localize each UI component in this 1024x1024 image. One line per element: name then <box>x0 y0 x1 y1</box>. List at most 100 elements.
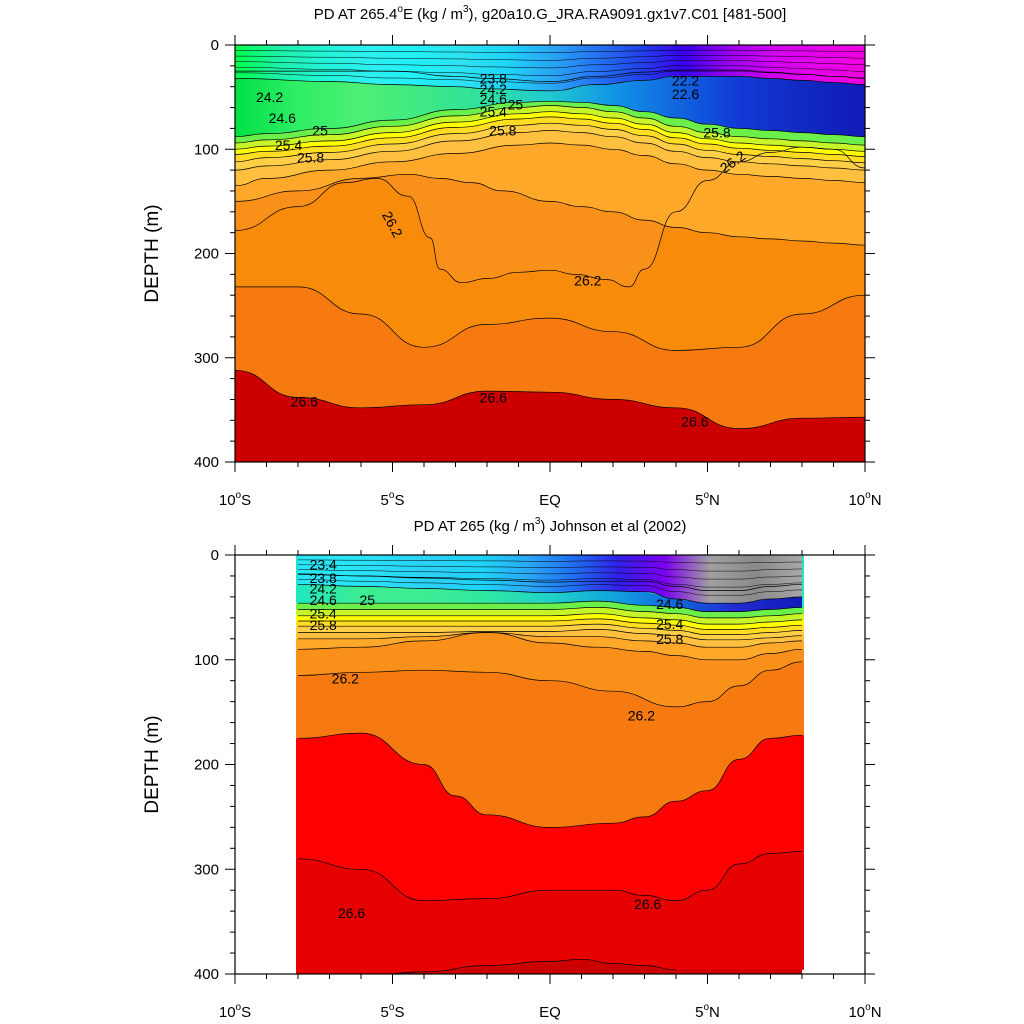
contour-label: 26.6 <box>291 394 318 410</box>
contour-labels: 23.423.824.224.6 2525.425.824.625.425.826… <box>310 556 684 921</box>
contour-line <box>235 65 865 76</box>
contour-label: 25 <box>312 123 328 139</box>
contour-line <box>298 629 803 641</box>
x-tick-label: 5oS <box>381 1002 405 1021</box>
contour-label: 25.8 <box>310 617 337 633</box>
contour-line <box>297 574 803 588</box>
contour-line <box>297 851 803 902</box>
contour-line <box>235 75 865 92</box>
surface-water <box>298 555 802 604</box>
contour-label: 26.2 <box>574 273 601 289</box>
contour-line <box>298 613 803 625</box>
chart-title: PD AT 265 (kg / m3) Johnson et al (2002) <box>414 516 687 535</box>
contour-line <box>298 607 803 619</box>
y-tick-label: 100 <box>194 652 219 669</box>
contour-label: 24.2 <box>256 89 283 105</box>
contour-line <box>389 958 677 974</box>
y-tick-label: 300 <box>194 861 219 878</box>
chart-title: PD AT 265.4oE (kg / m3), g20a10.G_JRA.RA… <box>314 4 787 23</box>
y-axis-label: DEPTH (m) <box>142 715 163 813</box>
contour-label: 22.6 <box>672 86 699 102</box>
x-tick-label: 5oN <box>695 490 720 509</box>
contour-line <box>297 559 803 564</box>
y-tick-label: 0 <box>211 547 219 564</box>
contour-label: 23.8 <box>480 70 507 86</box>
contour-label: 26.2 <box>628 707 655 723</box>
y-tick-label: 0 <box>211 37 219 54</box>
contour-label: 25.4 <box>656 616 683 632</box>
contour-label: 25.8 <box>703 125 730 141</box>
contour-line <box>297 579 803 596</box>
contour-label: 25.8 <box>489 123 516 139</box>
contour-line <box>235 49 865 53</box>
contour-line <box>235 55 865 61</box>
chart-panel-2: 23.423.824.224.6 2525.425.824.625.425.826… <box>142 516 882 1021</box>
x-tick-label: 5oN <box>695 1002 720 1021</box>
contour-line <box>235 100 865 138</box>
contour-label: 23.4 <box>310 556 337 572</box>
contour-label: 25.8 <box>656 631 683 647</box>
transition-water <box>298 584 802 612</box>
x-tick-label: 10oN <box>848 1002 881 1021</box>
contour-line <box>297 732 803 828</box>
contour-label: 25.4 <box>310 606 337 622</box>
contour-label: 26.6 <box>634 896 661 912</box>
contour-line <box>297 623 803 635</box>
contour-label: 24.6 <box>656 596 683 612</box>
contour-line <box>297 583 803 604</box>
contour-line <box>297 564 803 572</box>
contour-label: 26.2 <box>332 671 359 687</box>
contour-label: 25.4 <box>275 137 302 153</box>
contour-label: 26.6 <box>681 413 708 429</box>
y-tick-label: 400 <box>194 454 219 471</box>
contour-line <box>235 369 865 429</box>
contour-line <box>235 146 865 288</box>
contour-line <box>235 142 865 187</box>
y-tick-label: 200 <box>194 757 219 774</box>
x-tick-label: 5oS <box>381 490 405 509</box>
contour-line <box>298 632 803 648</box>
contour-label: 24.6 <box>480 91 507 107</box>
contour-lines <box>297 559 803 974</box>
y-tick-label: 200 <box>194 246 219 263</box>
contour-label: 26.6 <box>338 905 365 921</box>
contour-label: 22.2 <box>672 72 699 88</box>
contour-label: 25 <box>360 592 376 608</box>
y-tick-label: 100 <box>194 141 219 158</box>
x-tick-label: 10oS <box>219 1002 251 1021</box>
x-tick-label: EQ <box>539 1004 561 1021</box>
contour-label: 25.8 <box>297 150 324 166</box>
contour-line <box>297 632 803 661</box>
contour-label: 24.2 <box>310 581 337 597</box>
contour-line <box>297 661 803 708</box>
contour-line <box>235 60 865 69</box>
y-axis-label: DEPTH (m) <box>142 204 163 302</box>
contour-lines <box>235 49 865 429</box>
contour-label: 25.4 <box>480 104 507 120</box>
transition-water <box>235 76 865 137</box>
contour-label: 24.6 <box>269 110 296 126</box>
contour-line <box>298 600 803 612</box>
contour-line <box>297 573 803 591</box>
contour-label: 25 <box>508 96 524 112</box>
contour-label: 26.6 <box>480 389 507 405</box>
contour-line <box>235 130 865 171</box>
contour-label: 24.2 <box>480 81 507 97</box>
contour-fills <box>296 555 804 974</box>
contour-line <box>235 173 865 246</box>
contour-label: 24.6 <box>310 592 337 608</box>
contour-label: 23.8 <box>310 570 337 586</box>
y-tick-label: 400 <box>194 966 219 983</box>
x-tick-label: 10oN <box>848 490 881 509</box>
axes: 0 100 200 300 400 10oS 5oS EQ 5oN 10oN <box>194 35 882 509</box>
contour-line <box>235 105 865 146</box>
contour-line <box>235 111 865 152</box>
contour-line <box>235 122 865 164</box>
x-tick-label: 10oS <box>219 490 251 509</box>
x-tick-label: EQ <box>539 492 561 509</box>
contour-line <box>235 286 865 351</box>
y-tick-label: 300 <box>194 350 219 367</box>
